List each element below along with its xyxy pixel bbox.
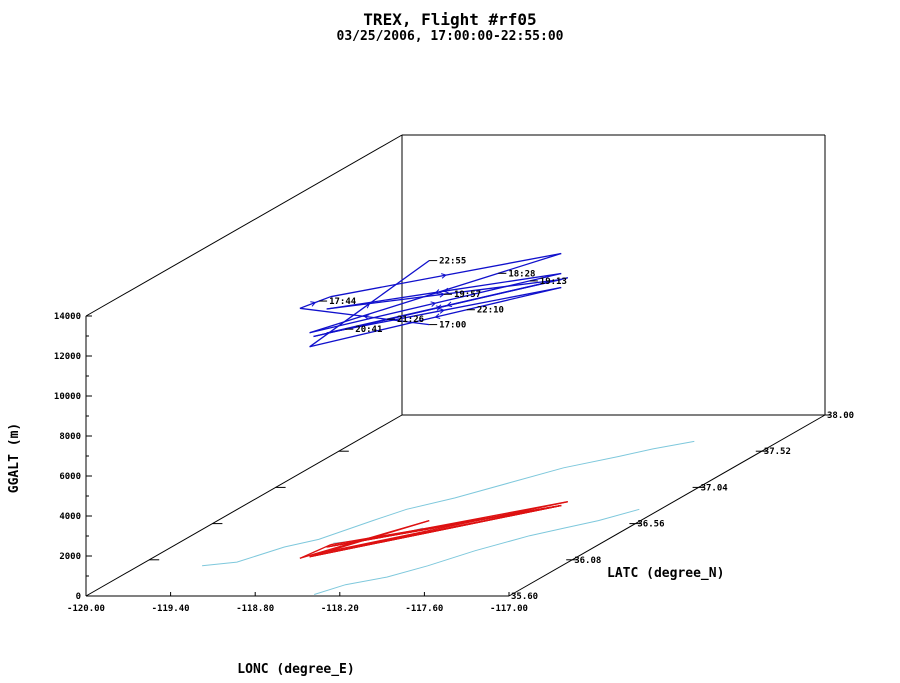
time-label: 18:28 xyxy=(508,269,535,279)
z-tick-label: 2000 xyxy=(59,552,81,562)
y-tick-label: 38.00 xyxy=(827,411,854,421)
y-tick-label: 37.04 xyxy=(701,483,729,493)
flight-track-segment xyxy=(309,272,562,334)
terrain-line xyxy=(202,440,695,567)
flight-direction-arrow xyxy=(363,314,370,320)
z-tick-label: 8000 xyxy=(59,432,81,442)
y-axis-line xyxy=(508,414,826,597)
flight-track-segment xyxy=(309,286,562,348)
time-label: 19:57 xyxy=(454,290,481,300)
x-tick-label: -117.00 xyxy=(490,604,528,614)
y-tick-label: 36.56 xyxy=(637,520,664,530)
back-floor-edge xyxy=(85,414,403,597)
chart-title: TREX, Flight #rf05 xyxy=(363,10,536,29)
ground-track-segment xyxy=(299,544,331,559)
flight-track-segment xyxy=(330,252,562,298)
ground-track-segment xyxy=(309,519,430,558)
flight-direction-arrow xyxy=(434,289,441,295)
flight-track xyxy=(299,252,568,348)
z-tick-label: 0 xyxy=(76,592,81,602)
flight-track-segment xyxy=(326,277,568,334)
time-label: 21:26 xyxy=(397,315,424,325)
z-tick-label: 6000 xyxy=(59,472,81,482)
y-axis-label: LATC (degree_N) xyxy=(607,566,724,581)
z-tick-label: 12000 xyxy=(54,352,81,362)
x-tick-label: -117.60 xyxy=(405,604,443,614)
y-tick-label: 35.60 xyxy=(511,592,538,602)
x-axis-label: LONC (degree_E) xyxy=(237,662,354,677)
ground-track-segment xyxy=(326,501,568,548)
chart-subtitle: 03/25/2006, 17:00:00-22:55:00 xyxy=(337,29,564,44)
flight-direction-arrow xyxy=(435,305,442,311)
flight-direction-arrow xyxy=(442,287,449,294)
time-label: 22:10 xyxy=(477,306,504,316)
x-tick-label: -120.00 xyxy=(67,604,105,614)
flight-track-segment xyxy=(326,278,562,310)
x-tick-label: -118.80 xyxy=(236,604,274,614)
flight-direction-arrow xyxy=(434,313,441,319)
time-label: 19:13 xyxy=(540,277,567,287)
axis-ticks: -120.00 -119.40 -118.80 -118.20 -117.60 -117.… xyxy=(54,312,854,614)
z-tick-label: 10000 xyxy=(54,392,81,402)
axes-box xyxy=(85,134,826,597)
ground-track-segment xyxy=(309,504,562,558)
flight-direction-arrow xyxy=(310,301,317,307)
flight-direction-arrow xyxy=(446,301,453,308)
time-label: 17:00 xyxy=(439,321,466,331)
flight-direction-arrow xyxy=(441,273,447,279)
flight-direction-arrow xyxy=(364,303,371,309)
flight-direction-arrow xyxy=(430,301,437,307)
terrain-line xyxy=(314,508,640,595)
time-labels: 17:00 17:44 18:28 19:13 19:57 20:41 21:26 22:10… xyxy=(319,257,567,335)
time-label: 17:44 xyxy=(329,297,357,307)
z-tick-label: 14000 xyxy=(54,312,81,322)
time-label: 20:41 xyxy=(355,325,382,335)
z-tick-label: 4000 xyxy=(59,512,81,522)
x-tick-label: -118.20 xyxy=(321,604,359,614)
ground-track-segment xyxy=(313,501,568,556)
time-label: 22:55 xyxy=(439,257,466,267)
y-tick-label: 36.08 xyxy=(574,556,601,566)
top-left-edge xyxy=(85,134,403,317)
flight-track-segment xyxy=(326,272,562,310)
flight-direction-arrow xyxy=(439,308,446,314)
z-axis-label: GGALT (m) xyxy=(7,423,22,493)
x-tick-label: -119.40 xyxy=(152,604,190,614)
ground-track xyxy=(299,501,568,559)
y-tick-label: 37.52 xyxy=(764,447,791,457)
